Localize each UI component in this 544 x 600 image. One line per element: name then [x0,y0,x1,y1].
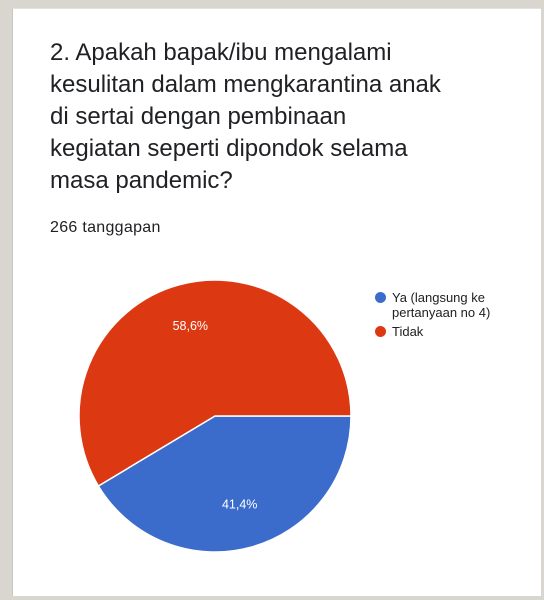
question-title: 2. Apakah bapak/ibu mengalami kesulitan … [50,39,441,194]
pie-chart: 41,4% 58,6% [78,279,352,553]
response-count: 266 tanggapan [50,219,161,236]
question-card: 2. Apakah bapak/ibu mengalami kesulitan … [12,8,541,596]
pie-slice-tidak [78,279,352,487]
legend-label-ya: Ya (langsung ke pertanyaan no 4) [392,290,491,320]
chart-legend: Ya (langsung ke pertanyaan no 4) Tidak [375,290,522,343]
legend-swatch-tidak [375,326,386,337]
slice-label-tidak: 58,6% [173,319,208,333]
slice-label-ya: 41,4% [222,497,257,511]
pie-slice-ya [97,415,352,553]
legend-item-ya: Ya (langsung ke pertanyaan no 4) [375,290,522,320]
legend-label-tidak: Tidak [392,324,424,339]
legend-swatch-ya [375,292,386,303]
legend-item-tidak: Tidak [375,324,522,339]
